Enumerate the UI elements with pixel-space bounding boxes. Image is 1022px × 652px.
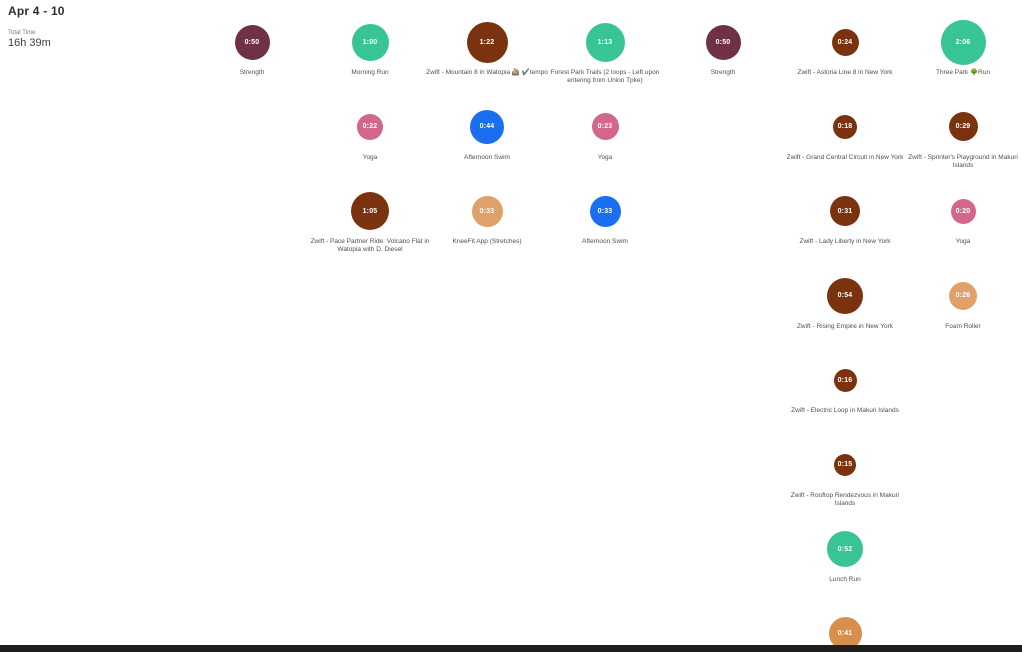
- activity-title[interactable]: Yoga: [955, 238, 971, 245]
- activity-duration: 0:15: [837, 461, 853, 468]
- activity-duration: 0:18: [837, 123, 853, 130]
- activity-circle[interactable]: 0:18: [833, 114, 857, 139]
- activity-circle[interactable]: 0:54: [827, 277, 863, 314]
- activity-circle[interactable]: 0:33: [471, 195, 503, 227]
- bottom-bar: [0, 645, 1022, 652]
- activity-duration: 0:44: [479, 123, 495, 130]
- activity-title[interactable]: Afternoon Swim: [582, 238, 628, 245]
- activity-circle[interactable]: 0:16: [833, 368, 857, 392]
- activity-circle[interactable]: 0:52: [827, 531, 863, 567]
- activity-circle[interactable]: 0:20: [950, 198, 976, 224]
- total-time-label: Total Time: [8, 30, 36, 36]
- activity-duration: 0:24: [837, 38, 853, 46]
- activity-duration: 1:00: [362, 38, 378, 46]
- activity-duration: 0:26: [955, 292, 971, 299]
- activity-title[interactable]: Morning Run: [351, 69, 389, 76]
- activity-duration: 0:16: [837, 376, 853, 384]
- activity-duration: 1:05: [362, 207, 378, 215]
- activity-title[interactable]: Zwift - Lady Liberty in New York: [799, 238, 891, 245]
- activity-circle[interactable]: 1:00: [351, 23, 389, 61]
- activity-circle[interactable]: 1:22: [466, 21, 508, 63]
- activity-title[interactable]: Forest Park Trails (2 loops - Left upon …: [550, 69, 660, 84]
- activity-duration: 0:31: [837, 207, 853, 215]
- activity-title[interactable]: Zwift - Rising Empire in New York: [796, 322, 894, 330]
- activity-duration: 0:20: [955, 207, 971, 215]
- activity-circle[interactable]: 0:22: [357, 113, 383, 140]
- activity-circle[interactable]: 0:44: [470, 109, 504, 144]
- total-time-value: 16h 39m: [8, 37, 51, 49]
- activity-circle[interactable]: 0:26: [949, 281, 977, 310]
- activity-title[interactable]: Zwift - Mountain 8 in Watopia 🚵 ✔️tempo: [426, 69, 548, 76]
- activity-title[interactable]: Zwift - Grand Central Circuit in New Yor…: [786, 153, 904, 161]
- activity-circle[interactable]: 0:50: [234, 24, 270, 60]
- activity-circle[interactable]: 0:31: [830, 196, 860, 226]
- activity-duration: 1:22: [479, 38, 495, 46]
- activity-circle[interactable]: 0:15: [834, 453, 856, 476]
- activity-circle[interactable]: 0:41: [828, 617, 862, 650]
- activity-circle[interactable]: 0:29: [948, 112, 978, 141]
- activity-title[interactable]: Afternoon Swim: [464, 153, 510, 161]
- week-header: Apr 4 - 10 Total Time 16h 39m: [8, 4, 65, 49]
- activity-duration: 0:22: [362, 123, 378, 130]
- activity-title[interactable]: Strength: [239, 69, 265, 76]
- activity-circle[interactable]: 2:06: [940, 19, 986, 65]
- activity-circle[interactable]: 0:33: [589, 195, 621, 227]
- activity-title[interactable]: Zwift - Electric Loop in Makuri Islands: [791, 407, 899, 414]
- activity-duration: 0:29: [955, 123, 971, 130]
- activity-title[interactable]: Zwift - Sprinter's Playground in Makuri …: [908, 153, 1018, 169]
- activity-duration: 0:41: [837, 630, 853, 637]
- activity-title[interactable]: Yoga: [362, 153, 378, 161]
- activity-duration: 0:50: [715, 38, 731, 46]
- activity-title[interactable]: Yoga: [597, 153, 613, 161]
- activity-circle[interactable]: 0:24: [831, 28, 859, 56]
- activity-circle[interactable]: 1:13: [585, 22, 625, 62]
- activity-title[interactable]: Zwift - Astoria Line 8 in New York: [797, 69, 893, 76]
- week-title: Apr 4 - 10: [8, 4, 65, 18]
- activity-duration: 0:33: [479, 207, 495, 215]
- activity-title[interactable]: Foam Roller: [945, 322, 981, 330]
- activity-duration: 0:50: [244, 38, 260, 46]
- activity-duration: 0:52: [837, 545, 853, 553]
- activity-title[interactable]: KneeFit App (Stretches): [452, 238, 522, 245]
- activity-title[interactable]: Strength: [710, 69, 736, 76]
- activity-title[interactable]: Zwift - Rooftop Rendezvous in Makuri Isl…: [790, 491, 900, 507]
- activity-title[interactable]: Three Park 🌳Run: [936, 69, 990, 76]
- activity-duration: 1:13: [597, 38, 613, 46]
- activity-duration: 0:33: [597, 207, 613, 215]
- activity-circle[interactable]: 1:05: [351, 192, 389, 230]
- activity-title[interactable]: Zwift - Pace Partner Ride: Volcano Flat …: [310, 238, 430, 253]
- activity-duration: 2:06: [955, 38, 971, 46]
- activity-duration: 0:54: [837, 292, 853, 299]
- activity-title[interactable]: Lunch Run: [829, 576, 861, 583]
- activity-circle[interactable]: 0:50: [705, 24, 741, 60]
- activity-duration: 0:23: [597, 123, 613, 130]
- activity-circle[interactable]: 0:23: [591, 113, 619, 140]
